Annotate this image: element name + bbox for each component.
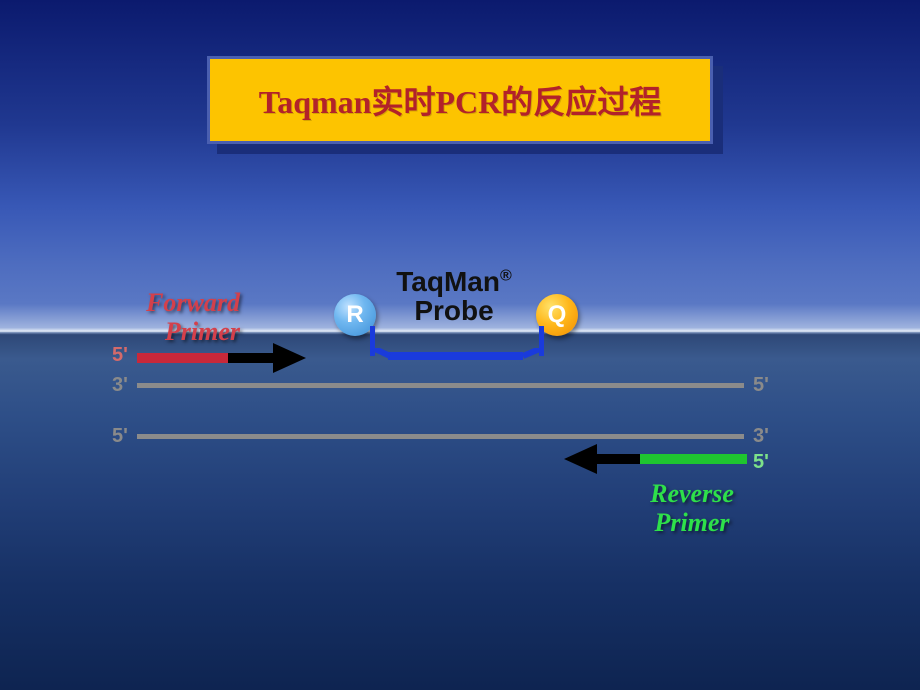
probe-right-connector — [518, 348, 548, 366]
fwd-primer-5prime: 5' — [112, 344, 128, 367]
reverse-primer-bar — [640, 454, 747, 464]
top-strand — [137, 383, 744, 388]
rev-primer-5prime: 5' — [753, 451, 769, 474]
reporter-letter: R — [346, 301, 363, 329]
bottom-strand-5prime: 5' — [112, 425, 128, 448]
probe-reg: ® — [500, 268, 512, 285]
probe-label: TaqMan® Probe — [384, 267, 524, 326]
reverse-primer-label: Reverse Primer — [632, 480, 752, 537]
pcr-diagram: Forward Primer TaqMan® Probe R Q 5' 3' 5… — [0, 0, 920, 690]
top-strand-3prime: 3' — [112, 374, 128, 397]
forward-primer-label: Forward Primer — [130, 289, 240, 346]
bottom-strand — [137, 434, 744, 439]
forward-primer-bar — [137, 353, 230, 363]
probe-bar — [388, 352, 523, 360]
quencher-letter: Q — [548, 301, 567, 329]
bottom-strand-3prime: 3' — [753, 425, 769, 448]
probe-label-line1: TaqMan — [396, 266, 500, 297]
top-strand-5prime: 5' — [753, 374, 769, 397]
reverse-primer-arrow-icon — [562, 444, 642, 474]
probe-left-connector — [365, 348, 395, 366]
probe-label-line2: Probe — [414, 295, 493, 326]
forward-primer-arrow-icon — [228, 343, 308, 373]
